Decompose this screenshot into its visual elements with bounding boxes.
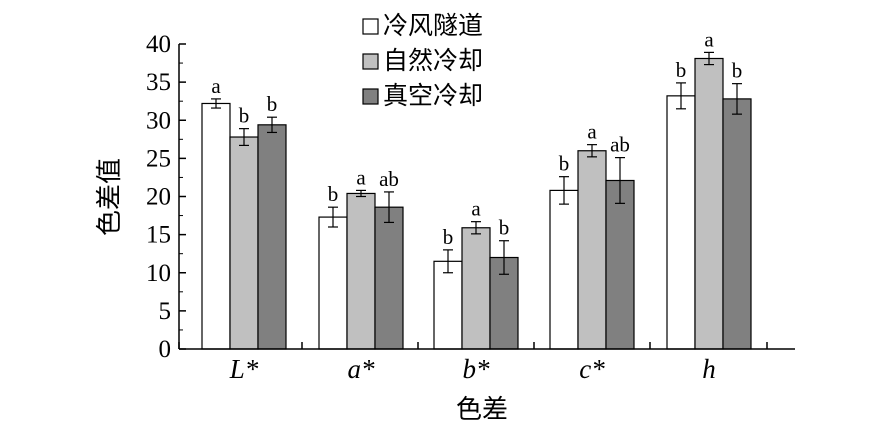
significance-label: a — [587, 120, 597, 144]
bar — [605, 179, 635, 350]
bar — [257, 124, 287, 350]
legend-swatch — [362, 88, 379, 105]
significance-label: b — [328, 182, 339, 206]
significance-label: b — [239, 104, 250, 128]
x-tick-label: c* — [579, 354, 605, 384]
legend-swatch — [362, 53, 379, 70]
bar — [433, 260, 463, 350]
significance-label: b — [676, 58, 687, 82]
bar — [549, 189, 579, 350]
legend-label: 自然冷却 — [383, 46, 483, 75]
bar — [577, 150, 607, 350]
y-tick-label: 15 — [146, 222, 171, 249]
significance-label: a — [356, 165, 366, 189]
bar — [201, 102, 231, 350]
y-tick-label: 30 — [146, 107, 171, 134]
significance-label: b — [267, 92, 278, 116]
significance-label: ab — [610, 133, 630, 157]
legend-label: 冷风隧道 — [383, 11, 483, 40]
y-tick-label: 20 — [146, 184, 171, 211]
bar — [666, 95, 696, 350]
x-tick-label: L* — [229, 354, 259, 384]
significance-label: ab — [379, 167, 399, 191]
bar — [694, 57, 724, 350]
x-tick-label: a* — [348, 354, 376, 384]
y-tick-label: 25 — [146, 145, 171, 172]
significance-label: a — [704, 27, 714, 51]
legend-swatch — [362, 18, 379, 35]
x-tick-label: h — [702, 354, 716, 384]
significance-label: b — [559, 152, 570, 176]
y-axis-title: 色差值 — [95, 158, 125, 236]
significance-label: a — [211, 74, 221, 98]
y-tick-label: 0 — [159, 336, 172, 363]
bar — [318, 216, 348, 350]
legend-label: 真空冷却 — [383, 81, 483, 110]
bar — [346, 192, 376, 350]
significance-label: a — [471, 197, 481, 221]
y-tick-label: 10 — [146, 260, 171, 287]
bar — [722, 98, 752, 350]
x-tick-label: b* — [463, 354, 491, 384]
significance-label: b — [732, 59, 743, 83]
bar — [374, 206, 404, 350]
y-tick-label: 5 — [159, 298, 172, 325]
y-tick-label: 40 — [146, 31, 171, 58]
bar — [229, 136, 259, 350]
y-tick-label: 35 — [146, 69, 171, 96]
plot-area: ab bL*ba aba*babb*baabc*babh05101520253035… — [146, 27, 795, 384]
bar — [461, 227, 491, 350]
significance-label: b — [499, 216, 510, 240]
significance-label: b — [443, 225, 454, 249]
x-axis-title: 色差 — [456, 395, 508, 425]
